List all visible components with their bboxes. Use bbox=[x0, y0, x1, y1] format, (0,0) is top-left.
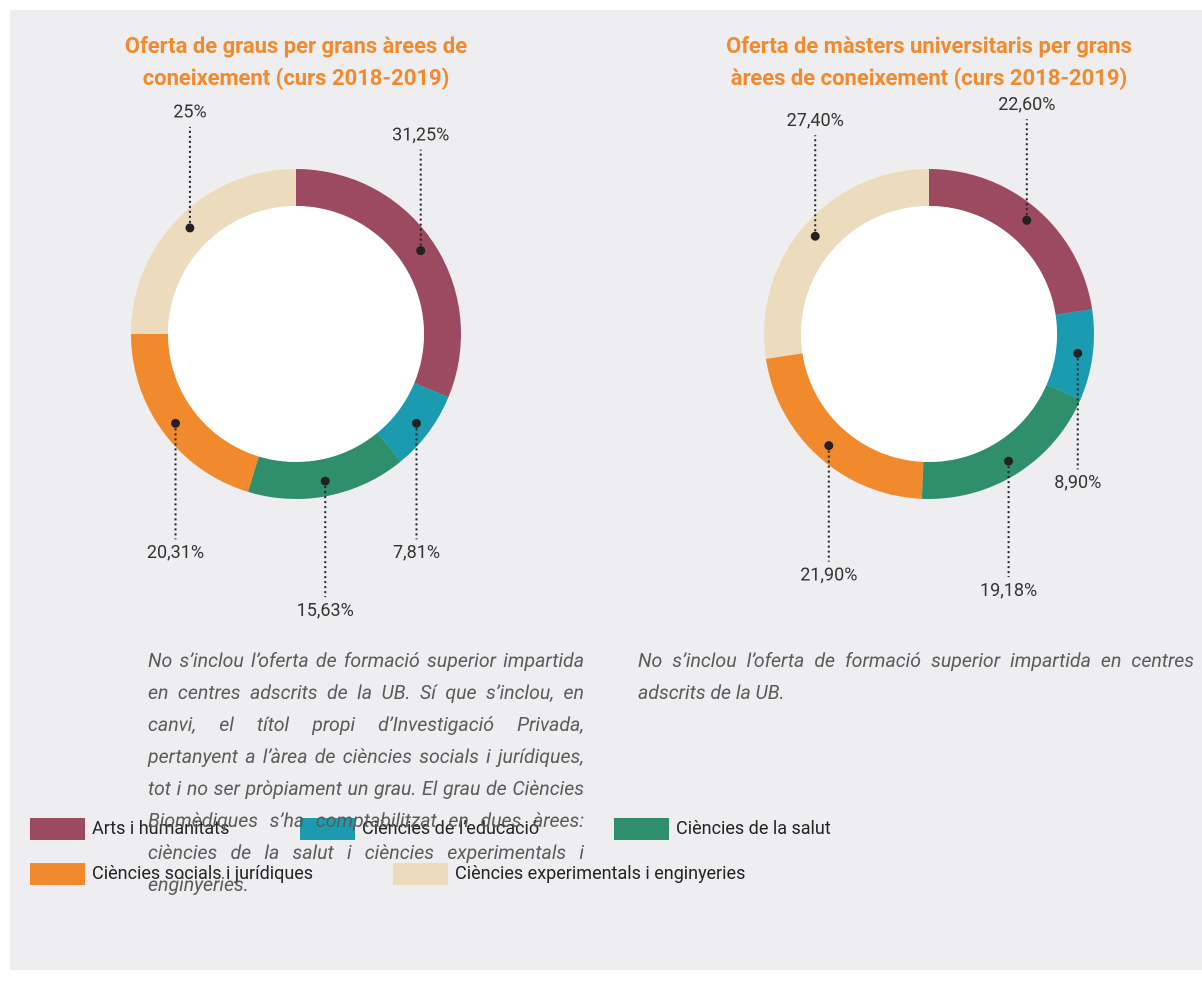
value-label: 21,90% bbox=[800, 564, 857, 585]
donut-hole bbox=[168, 206, 424, 462]
donut-hole bbox=[801, 206, 1057, 462]
leader-dot bbox=[411, 418, 421, 428]
legend-label: Ciències de la salut bbox=[676, 818, 831, 839]
legend-label: Ciències de l’educació bbox=[362, 818, 539, 839]
legend-swatch bbox=[393, 863, 448, 885]
legend-label: Ciències socials i jurídiques bbox=[92, 863, 313, 884]
leader-dot bbox=[171, 418, 181, 428]
chart-title: àrees de coneixement (curs 2018-2019) bbox=[731, 66, 1128, 91]
note: No s’inclou l’oferta de formació superio… bbox=[148, 649, 584, 896]
donut-segment bbox=[131, 334, 259, 492]
leader-dot bbox=[185, 223, 195, 233]
chart-title: coneixement (curs 2018-2019) bbox=[143, 66, 450, 91]
leader-dot bbox=[810, 231, 820, 241]
note: No s’inclou l’oferta de formació superio… bbox=[638, 649, 1194, 704]
leader-dot bbox=[320, 476, 330, 486]
donut-segment bbox=[929, 169, 1093, 315]
donut-segment bbox=[1046, 309, 1094, 400]
value-label: 27,40% bbox=[787, 110, 844, 131]
legend-label: Arts i humanitats bbox=[92, 818, 229, 839]
leader-dot bbox=[1004, 456, 1014, 466]
chart-title: Oferta de màsters universitaris per gran… bbox=[726, 34, 1132, 59]
donut-segment bbox=[763, 169, 929, 359]
panel bbox=[10, 10, 1202, 970]
value-label: 20,31% bbox=[147, 542, 204, 563]
value-label: 25% bbox=[173, 102, 206, 123]
value-label: 15,63% bbox=[297, 600, 354, 621]
value-label: 19,18% bbox=[980, 580, 1037, 601]
value-label: 22,60% bbox=[998, 94, 1055, 115]
donut-segment bbox=[765, 353, 924, 499]
legend-swatch bbox=[30, 863, 85, 885]
legend-label: Ciències experimentals i enginyeries bbox=[455, 863, 745, 884]
leader-dot bbox=[1073, 348, 1083, 358]
leader-dot bbox=[824, 441, 834, 451]
leader-dot bbox=[1022, 215, 1032, 225]
donut-segment bbox=[248, 432, 401, 499]
legend-swatch bbox=[614, 818, 669, 840]
legend-swatch bbox=[300, 818, 355, 840]
donut-segment bbox=[921, 384, 1081, 499]
value-label: 31,25% bbox=[392, 124, 449, 145]
legend-swatch bbox=[30, 818, 85, 840]
donut-segment bbox=[131, 169, 296, 334]
value-label: 8,90% bbox=[1054, 472, 1101, 493]
chart-title: Oferta de graus per grans àrees de bbox=[125, 34, 467, 59]
leader-dot bbox=[416, 246, 426, 256]
donut-segment bbox=[296, 169, 461, 398]
value-label: 7,81% bbox=[393, 542, 440, 563]
